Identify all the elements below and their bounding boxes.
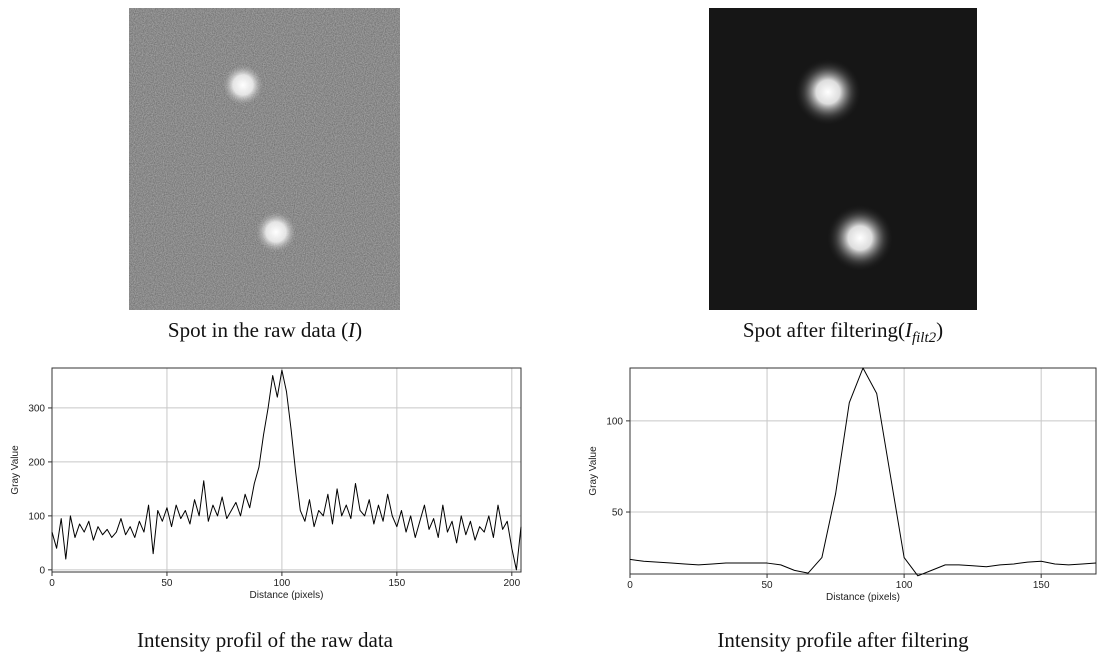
- y-tick-label: 50: [612, 508, 624, 519]
- y-axis-label: Gray Value: [10, 445, 21, 495]
- y-tick-label: 0: [39, 565, 45, 576]
- image-caption: Spot after filtering(Ifilt2): [743, 318, 943, 346]
- image-caption: Spot in the raw data (I): [168, 318, 362, 342]
- x-tick-label: 50: [761, 580, 773, 591]
- x-axis-label: Distance (pixels): [826, 592, 900, 603]
- caption-symbol: I: [904, 318, 913, 342]
- x-tick-label: 100: [274, 578, 291, 589]
- chart-caption: Intensity profile after filtering: [717, 628, 969, 652]
- x-axis-label: Distance (pixels): [250, 590, 324, 601]
- x-tick-label: 100: [896, 580, 913, 591]
- plot-frame: [629, 367, 1097, 575]
- filtered-image: [709, 8, 977, 310]
- x-tick-label: 50: [161, 578, 173, 589]
- caption-text: Spot after filtering(: [743, 318, 905, 342]
- caption-symbol: I: [347, 318, 356, 342]
- caption-text: ): [355, 318, 362, 342]
- y-axis-label: Gray Value: [588, 446, 599, 496]
- y-tick-label: 300: [28, 403, 45, 414]
- x-tick-label: 150: [389, 578, 406, 589]
- y-tick-label: 100: [28, 511, 45, 522]
- x-tick-label: 0: [627, 580, 633, 591]
- plot-frame: [51, 367, 522, 573]
- chart-caption: Intensity profil of the raw data: [137, 628, 394, 652]
- y-tick-label: 200: [28, 457, 45, 468]
- x-tick-label: 200: [503, 578, 520, 589]
- x-tick-label: 150: [1033, 580, 1050, 591]
- profile-line: [629, 367, 1097, 577]
- profile-line: [51, 369, 522, 571]
- raw-image: [129, 8, 400, 310]
- x-tick-label: 0: [49, 578, 55, 589]
- caption-subscript: filt2: [912, 330, 937, 346]
- y-tick-label: 100: [606, 416, 623, 427]
- caption-text: Spot in the raw data (: [168, 318, 348, 342]
- caption-text: ): [936, 318, 943, 342]
